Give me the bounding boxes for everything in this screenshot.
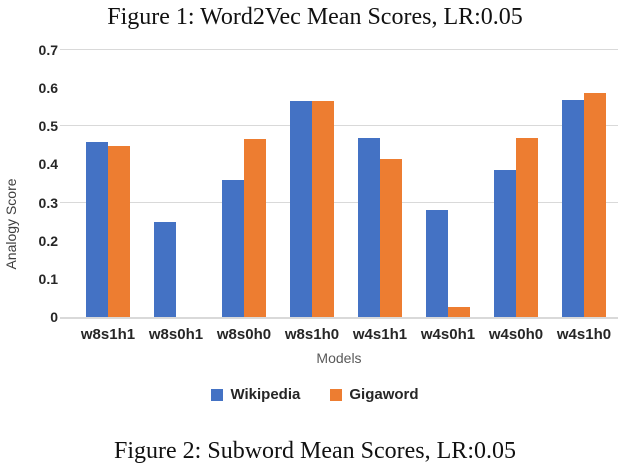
legend-label: Wikipedia [230, 386, 301, 403]
x-tick-label-w4s0h1: w4s0h1 [420, 326, 476, 343]
legend: Wikipedia Gigaword [0, 386, 630, 403]
gridline [60, 202, 618, 203]
bar-wikipedia-w4s1h0 [562, 100, 584, 317]
x-tick-label-w4s0h0: w4s0h0 [488, 326, 544, 343]
legend-entry-gigaword: Gigaword [330, 386, 419, 403]
x-tick-label-w8s1h0: w8s1h0 [284, 326, 340, 343]
bar-gigaword-w8s1h1 [108, 146, 130, 317]
bar-wikipedia-w4s0h1 [426, 210, 448, 317]
gridline [60, 49, 618, 50]
legend-swatch-gigaword [330, 388, 343, 401]
bar-wikipedia-w4s0h0 [494, 170, 516, 317]
bar-group-w4s0h1 [414, 50, 482, 317]
bar-gigaword-w4s1h1 [380, 159, 402, 317]
bar-wikipedia-w8s1h1 [86, 142, 108, 317]
x-axis-tick-labels: w8s1h1 w8s0h1 w8s0h0 w8s1h0 w4s1h1 w4s0h1 w4s0… [74, 326, 618, 343]
bar-wikipedia-w8s0h0 [222, 180, 244, 317]
bar-chart: Analogy Score 0 0.1 0.2 0.3 0.4 0.5 0.6 0.7 w8s… [0, 38, 630, 430]
bar-group-w8s1h0 [278, 50, 346, 317]
y-axis-title: Analogy Score [3, 178, 19, 270]
bar-gigaword-w4s0h0 [516, 138, 538, 317]
plot-area [60, 49, 618, 319]
bar-groups [74, 50, 618, 317]
y-tick-label: 0 [50, 309, 58, 325]
y-tick-label: 0.7 [38, 42, 58, 58]
y-tick-label: 0.5 [38, 118, 58, 135]
y-tick-label: 0.4 [38, 156, 58, 173]
x-tick-label-w8s1h1: w8s1h1 [80, 326, 136, 343]
bar-wikipedia-w8s0h1 [154, 222, 176, 317]
bar-group-w4s0h0 [482, 50, 550, 317]
x-tick-label-w4s1h1: w4s1h1 [352, 326, 408, 343]
y-tick-label: 0.2 [38, 232, 58, 249]
figure1-caption: Figure 1: Word2Vec Mean Scores, LR:0.05 [107, 4, 523, 30]
bar-group-w8s0h1 [142, 50, 210, 317]
y-tick-label: 0.3 [38, 194, 58, 211]
bar-gigaword-w4s0h1 [448, 307, 470, 317]
figure2-caption: Figure 2: Subword Mean Scores, LR:0.05 [114, 438, 516, 464]
bar-group-w8s1h1 [74, 50, 142, 317]
legend-label: Gigaword [349, 386, 419, 403]
y-tick-label: 0.6 [38, 80, 58, 97]
bar-group-w8s0h0 [210, 50, 278, 317]
bar-wikipedia-w8s1h0 [290, 101, 312, 317]
bar-gigaword-w4s1h0 [584, 93, 606, 317]
x-tick-label-w4s1h0: w4s1h0 [556, 326, 612, 343]
x-tick-label-w8s0h1: w8s0h1 [148, 326, 204, 343]
bar-gigaword-w8s1h0 [312, 101, 334, 317]
legend-entry-wikipedia: Wikipedia [211, 386, 300, 403]
bar-group-w4s1h0 [550, 50, 618, 317]
y-tick-label: 0.1 [38, 270, 58, 287]
bar-wikipedia-w4s1h1 [358, 138, 380, 317]
x-tick-label-w8s0h0: w8s0h0 [216, 326, 272, 343]
bar-group-w4s1h1 [346, 50, 414, 317]
legend-swatch-wikipedia [211, 388, 224, 401]
gridline [60, 125, 618, 126]
x-axis-title: Models [316, 350, 362, 366]
bar-gigaword-w8s0h0 [244, 139, 266, 317]
